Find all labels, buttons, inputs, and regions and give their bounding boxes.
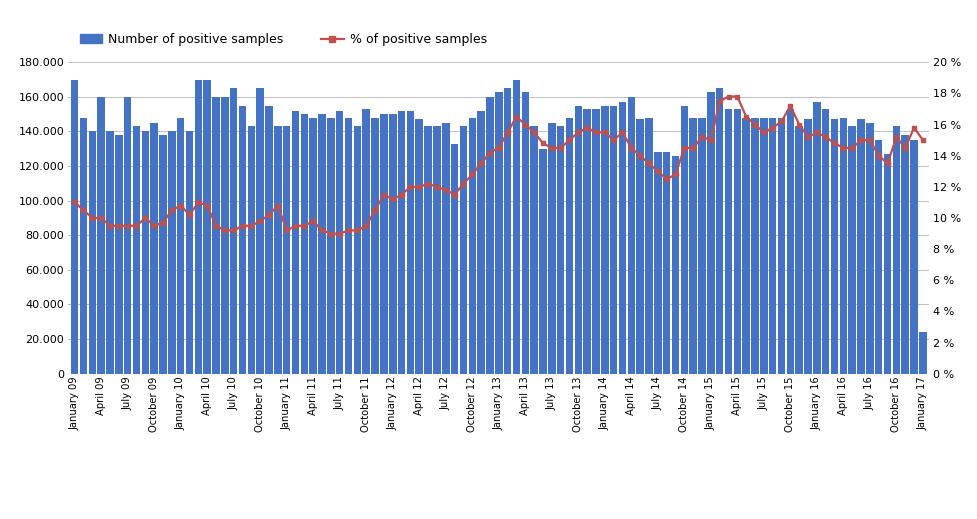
Bar xyxy=(238,105,246,374)
Bar xyxy=(874,140,881,374)
Bar xyxy=(398,111,404,374)
Bar xyxy=(194,79,202,374)
Bar xyxy=(829,119,837,374)
Bar xyxy=(318,114,325,374)
Bar xyxy=(459,126,467,374)
Bar xyxy=(424,126,432,374)
Bar xyxy=(538,149,546,374)
Bar xyxy=(565,118,573,374)
Bar xyxy=(857,119,864,374)
Bar xyxy=(698,118,705,374)
Bar xyxy=(724,109,732,374)
Bar xyxy=(415,119,423,374)
Bar xyxy=(636,119,643,374)
Bar xyxy=(203,79,211,374)
Bar xyxy=(265,105,273,374)
Bar xyxy=(618,102,625,374)
Bar xyxy=(918,332,926,374)
Bar xyxy=(547,123,555,374)
Bar xyxy=(362,109,369,374)
Bar xyxy=(468,118,476,374)
Bar xyxy=(486,97,493,374)
Bar xyxy=(521,92,529,374)
Bar xyxy=(168,131,176,374)
Bar xyxy=(389,114,396,374)
Bar xyxy=(742,118,749,374)
Bar xyxy=(80,118,87,374)
Bar xyxy=(662,152,670,374)
Bar xyxy=(256,88,264,374)
Bar xyxy=(910,140,916,374)
Bar xyxy=(150,123,157,374)
Bar xyxy=(89,131,96,374)
Bar xyxy=(680,105,688,374)
Bar xyxy=(715,88,723,374)
Bar xyxy=(291,111,299,374)
Bar xyxy=(530,126,537,374)
Bar xyxy=(115,135,122,374)
Bar xyxy=(777,118,785,374)
Bar xyxy=(645,118,652,374)
Bar xyxy=(503,88,511,374)
Bar xyxy=(583,109,590,374)
Bar xyxy=(573,105,581,374)
Bar xyxy=(133,126,140,374)
Bar xyxy=(282,126,290,374)
Bar xyxy=(601,105,608,374)
Bar xyxy=(671,156,679,374)
Bar xyxy=(433,126,441,374)
Bar xyxy=(689,118,697,374)
Bar xyxy=(450,144,458,374)
Bar xyxy=(212,97,220,374)
Bar xyxy=(177,118,185,374)
Bar xyxy=(883,154,890,374)
Bar xyxy=(901,135,908,374)
Bar xyxy=(759,118,767,374)
Bar xyxy=(812,102,820,374)
Bar xyxy=(186,131,193,374)
Bar xyxy=(733,109,741,374)
Bar xyxy=(230,88,237,374)
Bar xyxy=(821,109,828,374)
Bar xyxy=(406,111,413,374)
Bar xyxy=(345,118,352,374)
Bar xyxy=(556,126,564,374)
Bar xyxy=(221,97,229,374)
Bar xyxy=(159,135,167,374)
Bar xyxy=(494,92,502,374)
Bar xyxy=(786,109,793,374)
Bar xyxy=(326,118,334,374)
Bar xyxy=(627,97,634,374)
Bar xyxy=(371,118,378,374)
Bar xyxy=(768,118,776,374)
Bar xyxy=(247,126,255,374)
Bar xyxy=(512,79,520,374)
Bar xyxy=(477,111,485,374)
Bar xyxy=(610,105,616,374)
Bar xyxy=(866,123,872,374)
Bar xyxy=(839,118,846,374)
Bar xyxy=(892,126,899,374)
Bar xyxy=(98,97,105,374)
Bar xyxy=(309,118,317,374)
Bar xyxy=(380,114,387,374)
Bar xyxy=(124,97,131,374)
Bar xyxy=(442,123,449,374)
Bar xyxy=(750,118,758,374)
Bar xyxy=(142,131,149,374)
Bar xyxy=(848,126,855,374)
Bar xyxy=(592,109,599,374)
Bar xyxy=(803,119,811,374)
Bar xyxy=(336,111,343,374)
Legend: Number of positive samples, % of positive samples: Number of positive samples, % of positiv… xyxy=(74,28,491,51)
Bar xyxy=(70,79,78,374)
Bar xyxy=(300,114,308,374)
Bar xyxy=(794,126,802,374)
Bar xyxy=(106,131,113,374)
Bar xyxy=(654,152,660,374)
Bar xyxy=(706,92,714,374)
Bar xyxy=(274,126,281,374)
Bar xyxy=(354,126,361,374)
